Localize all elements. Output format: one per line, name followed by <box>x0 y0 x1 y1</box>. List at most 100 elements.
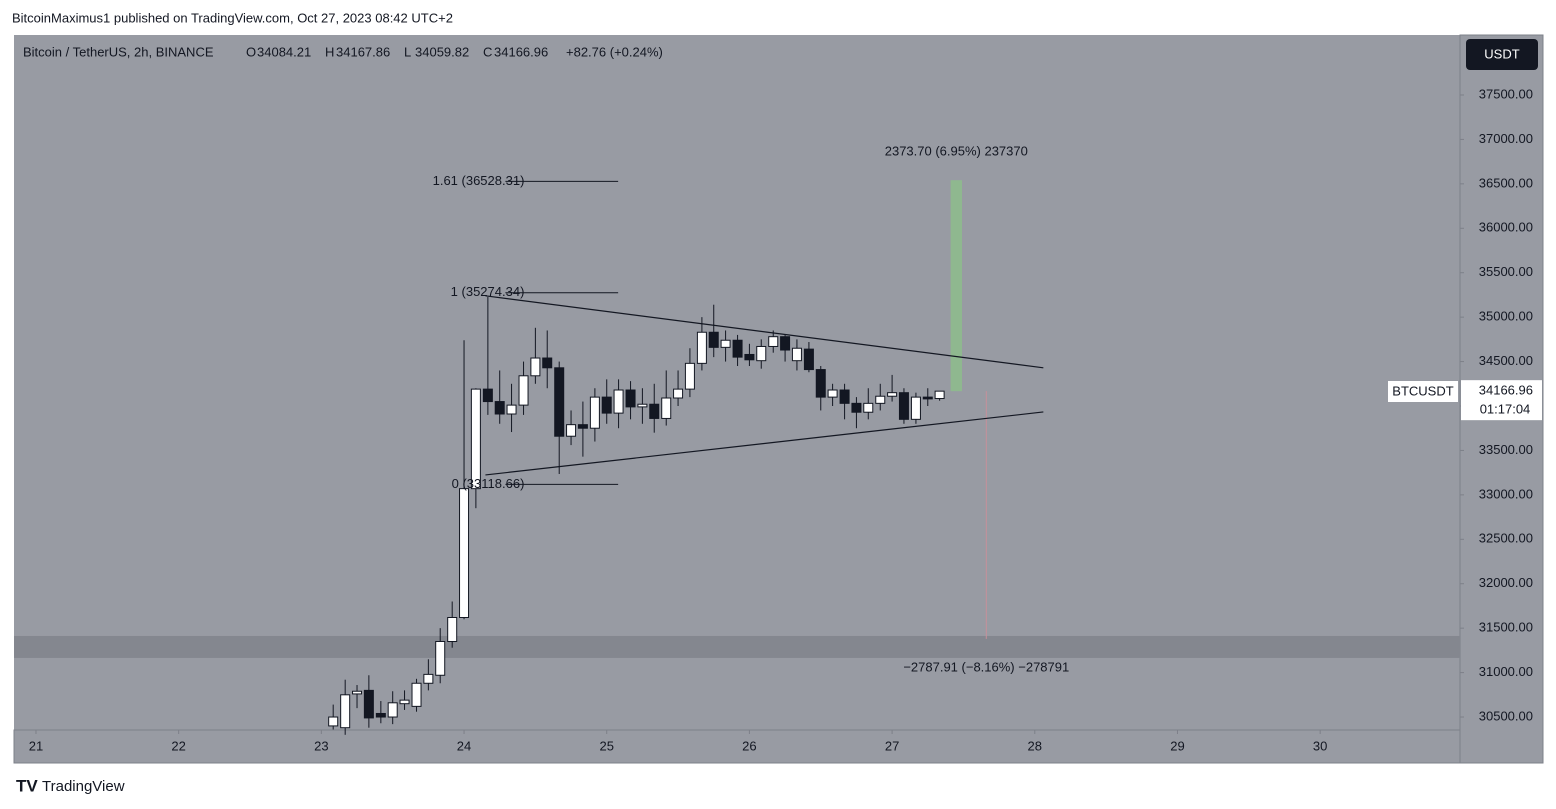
ohlc-key: H <box>325 44 334 59</box>
candle <box>851 397 862 429</box>
support-zone <box>14 635 1460 658</box>
fib-label: 1.61 (36528.31) <box>433 173 525 188</box>
candle <box>530 327 541 384</box>
candle <box>780 334 791 362</box>
candle-body <box>863 402 874 413</box>
candle-body <box>744 353 755 361</box>
candle-body <box>851 402 862 413</box>
time-axis <box>13 729 1461 764</box>
fib-label: 0 (33118.66) <box>452 476 525 491</box>
candle <box>447 601 458 648</box>
candle <box>637 388 648 424</box>
candle-body <box>411 682 422 707</box>
candle-body <box>530 357 541 377</box>
candle <box>494 370 505 424</box>
candle <box>435 628 446 684</box>
ohlc-value: 34167.86 <box>336 44 390 59</box>
ohlc-key: C <box>483 44 492 59</box>
candle <box>470 388 481 509</box>
candle-body <box>482 388 493 403</box>
countdown: 01:17:04 <box>1480 401 1531 416</box>
candle <box>720 330 731 362</box>
candle <box>363 675 374 728</box>
footer: TradingView <box>42 778 125 795</box>
candle <box>459 340 470 620</box>
candle-body <box>803 348 814 371</box>
currency-button[interactable] <box>1466 39 1538 70</box>
candle <box>352 685 363 709</box>
candle-body <box>435 640 446 676</box>
candle-body <box>875 395 886 404</box>
candle <box>423 659 434 691</box>
y-tick-label: 35000.00 <box>1479 309 1533 324</box>
candle <box>387 691 398 725</box>
candle <box>875 383 886 411</box>
candle <box>791 339 802 371</box>
candle <box>887 374 898 402</box>
candle-body <box>637 403 648 408</box>
x-tick-label: 28 <box>1028 738 1042 753</box>
candle-body <box>542 357 553 369</box>
candle <box>625 381 636 420</box>
candle <box>768 330 779 353</box>
candle-body <box>887 392 898 397</box>
candle <box>863 388 874 420</box>
candle <box>601 379 612 424</box>
y-tick-label: 30500.00 <box>1479 708 1533 723</box>
candle-body <box>363 689 374 719</box>
candle <box>839 383 850 420</box>
candle-body <box>566 424 577 437</box>
candle-body <box>696 331 707 364</box>
candle-body <box>399 699 410 705</box>
candle-body <box>684 362 695 390</box>
last-price-box <box>1461 380 1542 421</box>
change: +82.76 (+0.24%) <box>566 44 663 59</box>
trend-line <box>485 411 1044 476</box>
candle-body <box>922 396 933 400</box>
candle <box>375 701 386 724</box>
candle-body <box>768 336 779 347</box>
y-tick-label: 31500.00 <box>1479 620 1533 635</box>
y-tick-label: 32500.00 <box>1479 531 1533 546</box>
candle <box>518 361 529 415</box>
ticker: BTCUSDT <box>1392 383 1453 398</box>
candle <box>708 304 719 358</box>
candle-body <box>625 389 636 408</box>
candle-body <box>661 397 672 419</box>
candle <box>673 370 684 407</box>
candle <box>542 330 553 389</box>
candle <box>340 679 351 735</box>
measure-box <box>950 180 963 392</box>
candle-body <box>352 690 363 695</box>
candle-body <box>554 367 565 437</box>
candle-body <box>328 716 339 727</box>
candle-body <box>898 392 909 420</box>
candle <box>411 678 422 712</box>
ticker-box <box>1388 381 1458 402</box>
candle <box>506 383 517 433</box>
candle-body <box>720 339 731 348</box>
currency[interactable]: USDT <box>1484 46 1519 61</box>
candle-body <box>470 388 481 490</box>
candle-body <box>815 369 826 398</box>
candle-body <box>827 389 838 398</box>
candle-body <box>387 702 398 718</box>
symbol: Bitcoin / TetherUS, 2h, BINANCE <box>23 44 214 59</box>
candle-body <box>791 347 802 362</box>
candle-body <box>780 336 791 351</box>
candle-body <box>494 401 505 415</box>
candle <box>566 410 577 446</box>
candle <box>696 317 707 371</box>
x-tick-label: 26 <box>742 738 756 753</box>
candle-body <box>839 389 850 404</box>
x-tick-label: 30 <box>1313 738 1327 753</box>
y-tick-label: 31000.00 <box>1479 664 1533 679</box>
y-tick-label: 36000.00 <box>1479 220 1533 235</box>
candle <box>934 390 945 401</box>
candle-body <box>673 388 684 399</box>
y-tick-label: 33000.00 <box>1479 486 1533 501</box>
candle-body <box>732 339 743 358</box>
candle <box>898 388 909 424</box>
ohlc-key: L <box>404 44 411 59</box>
